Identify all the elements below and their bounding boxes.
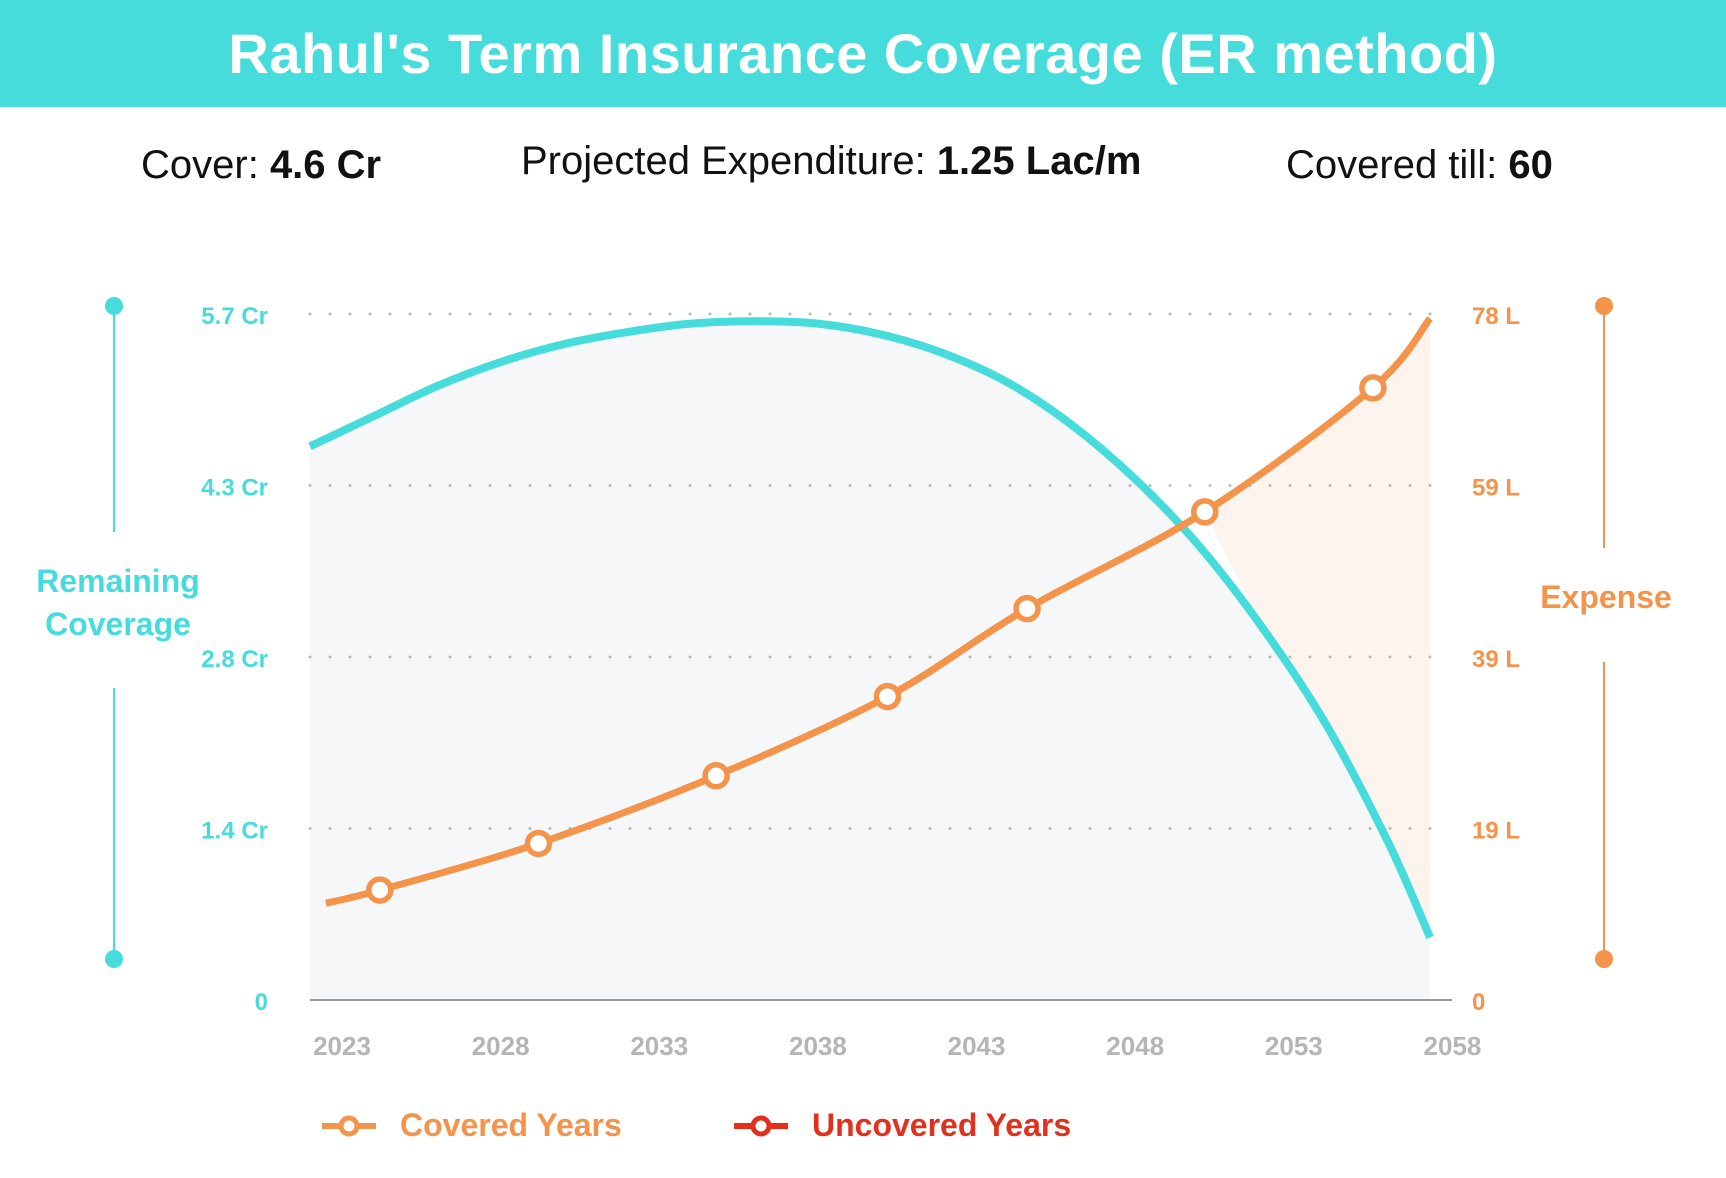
right-tick-label: 59 L [1472,475,1520,502]
covered-till-label: Covered till: [1286,143,1498,187]
expense-point [524,829,553,858]
expenditure-label: Projected Expenditure: [521,139,926,183]
title-banner: Rahul's Term Insurance Coverage (ER meth… [0,0,1726,107]
expense-point [1190,498,1219,526]
legend-covered-years[interactable]: Covered Years [320,1107,622,1144]
right-axis-label: Expense [1540,579,1672,615]
cover-label: Cover: [141,143,259,187]
right-tick-label: 78 L [1472,303,1520,330]
expense-point [1359,374,1387,402]
x-tick-label: 2033 [630,1031,688,1061]
left-tick-label: 2.8 Cr [201,646,268,673]
x-tick-label: 2053 [1265,1031,1323,1061]
expense-point [366,876,394,904]
x-tick-label: 2028 [472,1031,530,1061]
right-tick-label: 0 [1472,989,1485,1016]
left-axis-label: Coverage [45,606,191,642]
legend-uncovered-years[interactable]: Uncovered Years [732,1107,1071,1144]
left-tick-label: 0 [255,989,268,1016]
cover-value: 4.6 Cr [269,143,382,187]
covered-area [310,321,1430,1000]
covered-till-stat: Covered till: 60 [1286,143,1553,188]
expenditure-stat: Projected Expenditure: 1.25 Lac/m [521,139,1141,184]
expense-point [1013,594,1041,623]
left-tick-label: 4.3 Cr [201,475,268,502]
x-tick-label: 2023 [313,1031,371,1061]
expense-point [702,761,730,790]
x-tick-label: 2048 [1106,1031,1164,1061]
covered-till-value: 60 [1508,143,1553,187]
right-tick-label: 19 L [1472,818,1520,845]
page-title: Rahul's Term Insurance Coverage (ER meth… [228,22,1498,85]
legend-covered-marker-icon [322,1115,376,1136]
right-tick-label: 39 L [1472,646,1520,673]
cover-stat: Cover: 4.6 Cr [141,143,381,188]
legend-covered-label: Covered Years [400,1107,622,1143]
coverage-chart: 0 1.4 Cr 2.8 Cr 4.3 Cr 5.7 Cr 0 19 L 39 L 59 L 78… [36,297,1672,1061]
left-axis-label: Remaining [36,563,200,599]
legend-uncovered-marker-icon [734,1115,788,1136]
x-tick-label: 2058 [1424,1031,1482,1061]
coverage-line [308,317,1434,940]
x-tick-label: 2043 [948,1031,1006,1061]
left-tick-label: 1.4 Cr [201,818,268,845]
left-tick-label: 5.7 Cr [201,303,268,330]
expenditure-value: 1.25 Lac/m [936,139,1142,183]
x-tick-label: 2038 [789,1031,847,1061]
expense-point [873,682,902,711]
legend-uncovered-label: Uncovered Years [812,1107,1072,1143]
